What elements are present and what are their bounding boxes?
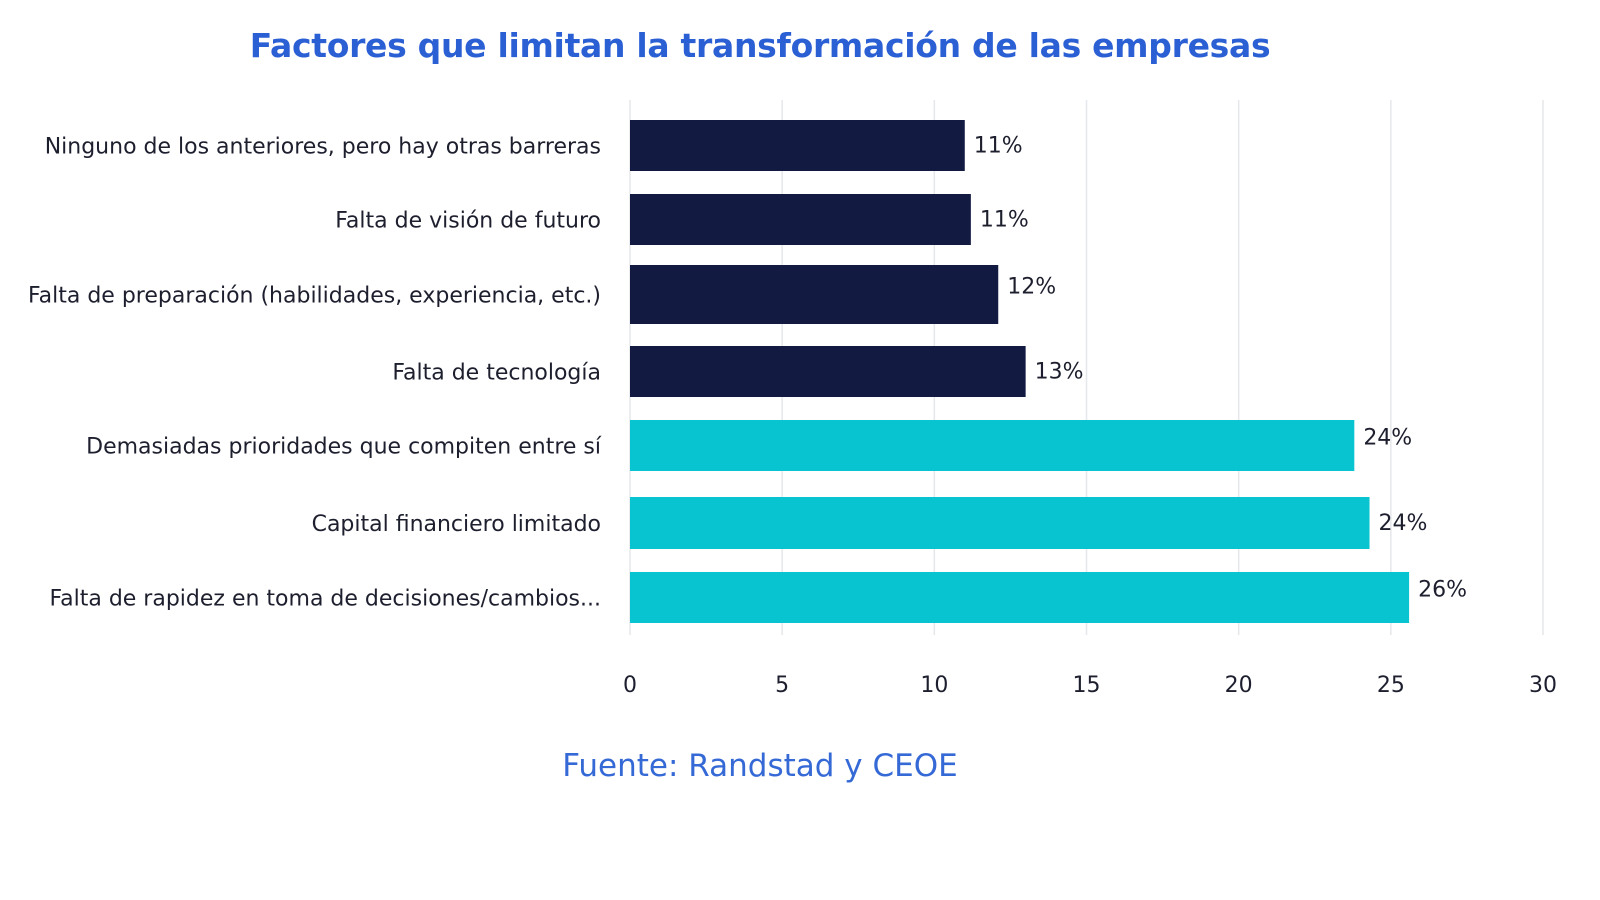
data-label: 11% xyxy=(974,134,1023,159)
category-label: Falta de tecnología xyxy=(392,361,601,386)
data-label: 11% xyxy=(980,208,1029,233)
bar xyxy=(630,194,971,245)
x-tick-label: 10 xyxy=(920,673,948,698)
category-label: Falta de visión de futuro xyxy=(335,209,601,234)
category-label: Falta de preparación (habilidades, exper… xyxy=(28,284,601,309)
x-tick-label: 25 xyxy=(1377,673,1405,698)
chart-source: Fuente: Randstad y CEOE xyxy=(562,748,958,784)
data-label: 26% xyxy=(1418,578,1467,603)
data-label: 24% xyxy=(1363,426,1412,451)
category-label: Falta de rapidez en toma de decisiones/c… xyxy=(49,587,601,612)
x-tick-label: 0 xyxy=(623,673,637,698)
data-label: 12% xyxy=(1007,275,1056,300)
chart-title: Factores que limitan la transformación d… xyxy=(249,26,1271,65)
data-label: 24% xyxy=(1379,511,1428,536)
bar xyxy=(630,572,1410,623)
bar xyxy=(630,120,965,171)
x-tick-label: 5 xyxy=(775,673,789,698)
data-label: 13% xyxy=(1035,360,1084,385)
bar xyxy=(630,420,1355,471)
x-tick-label: 30 xyxy=(1529,673,1557,698)
x-tick-label: 20 xyxy=(1225,673,1253,698)
category-label: Capital financiero limitado xyxy=(312,512,601,537)
bar xyxy=(630,346,1026,397)
bar xyxy=(630,265,999,324)
bar xyxy=(630,497,1370,549)
x-tick-label: 15 xyxy=(1073,673,1101,698)
category-label: Demasiadas prioridades que compiten entr… xyxy=(86,435,602,460)
category-label: Ninguno de los anteriores, pero hay otra… xyxy=(45,135,601,160)
